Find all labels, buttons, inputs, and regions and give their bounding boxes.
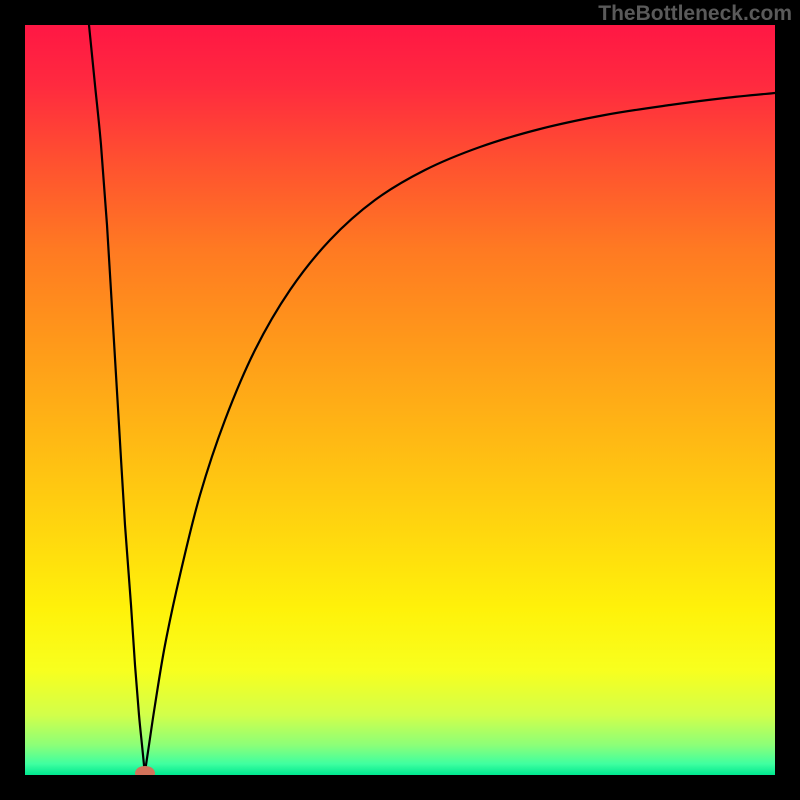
optimal-point-marker [135,766,155,775]
plot-area [25,25,775,775]
watermark-text: TheBottleneck.com [598,2,792,26]
bottleneck-curve [25,25,775,775]
chart-container: { "source_watermark": "TheBottleneck.com… [0,0,800,800]
curve-path [89,25,775,773]
